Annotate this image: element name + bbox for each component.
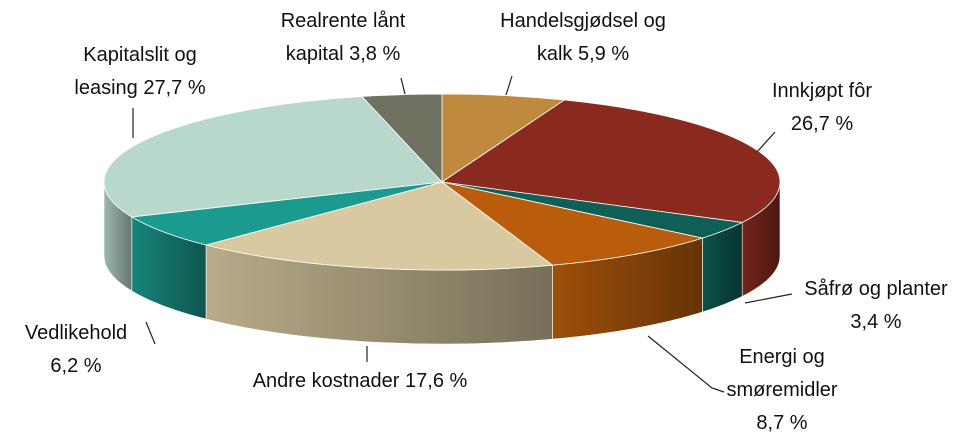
slice-label: Energi og smøremidler 8,7 % bbox=[717, 341, 847, 440]
pie-slice bbox=[441, 93, 566, 183]
value-label: 26,7 % bbox=[790, 113, 854, 135]
leader-line bbox=[145, 321, 156, 345]
slice-label: Andre kostnader 17,6 % bbox=[250, 365, 470, 398]
leader-line bbox=[744, 293, 793, 304]
category-name: Vedlikehold bbox=[24, 322, 128, 344]
category-name: Kapitalslit og leasing bbox=[74, 44, 197, 99]
value-label: 27,7 % bbox=[143, 77, 206, 99]
pie-slice bbox=[204, 181, 554, 271]
value-label: 17,6 % bbox=[405, 370, 468, 392]
slice-label: Vedlikehold 6,2 % bbox=[11, 317, 141, 383]
value-label: 5,9 % bbox=[577, 43, 630, 65]
leader-line bbox=[647, 335, 725, 393]
category-name: Realrente lånt kapital bbox=[280, 10, 406, 65]
slice-tops bbox=[103, 93, 781, 271]
slice-label: Kapitalslit og leasing 27,7 % bbox=[55, 39, 225, 105]
category-name: Andre kostnader bbox=[252, 370, 400, 392]
category-name: Handelsgjødsel og kalk bbox=[500, 10, 666, 65]
category-name: Energi og smøremidler bbox=[726, 346, 838, 401]
value-label: 3,8 % bbox=[349, 43, 401, 65]
pie-slice bbox=[130, 181, 443, 246]
pie-slice bbox=[103, 96, 443, 218]
value-label: 8,7 % bbox=[756, 412, 808, 434]
leader-lines bbox=[132, 75, 793, 393]
pie-slice bbox=[361, 93, 443, 184]
leader-line bbox=[505, 75, 513, 96]
leader-line bbox=[400, 77, 406, 95]
value-label: 3,4 % bbox=[850, 311, 902, 333]
pie-slice bbox=[441, 181, 704, 266]
leader-line bbox=[756, 131, 776, 153]
slice-sides bbox=[103, 181, 781, 345]
slice-label: Handelsgjødsel og kalk 5,9 % bbox=[488, 5, 678, 71]
category-name: Innkjøpt fôr bbox=[771, 80, 873, 102]
slice-label: Innkjøpt fôr 26,7 % bbox=[747, 75, 897, 141]
value-label: 6,2 % bbox=[50, 355, 102, 377]
slice-label: Realrente lånt kapital 3,8 % bbox=[253, 5, 433, 71]
category-name: Såfrø og planter bbox=[804, 278, 948, 300]
slice-label: Såfrø og planter 3,4 % bbox=[776, 273, 976, 339]
